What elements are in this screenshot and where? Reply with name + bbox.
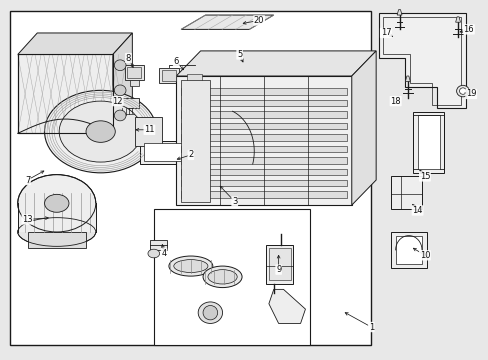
Text: 7: 7 <box>25 176 30 185</box>
Bar <box>150 240 167 250</box>
Text: 4: 4 <box>161 249 166 258</box>
Text: 15: 15 <box>419 172 429 181</box>
Polygon shape <box>455 17 460 22</box>
Bar <box>181 157 346 163</box>
Text: 18: 18 <box>389 96 400 105</box>
Bar <box>120 98 139 108</box>
Ellipse shape <box>18 218 96 246</box>
Text: 14: 14 <box>411 206 422 215</box>
Bar <box>27 232 86 248</box>
Polygon shape <box>268 289 305 323</box>
Polygon shape <box>176 51 375 76</box>
Bar <box>390 232 427 268</box>
Bar <box>181 80 210 202</box>
Ellipse shape <box>148 249 159 258</box>
Bar <box>18 54 113 134</box>
Bar <box>181 192 346 198</box>
Ellipse shape <box>207 270 237 284</box>
Bar <box>181 111 346 118</box>
Text: 10: 10 <box>419 251 429 260</box>
Bar <box>181 168 346 175</box>
Ellipse shape <box>203 266 242 288</box>
Bar <box>18 54 113 134</box>
Bar <box>140 140 188 164</box>
Ellipse shape <box>86 121 115 142</box>
Bar <box>127 67 141 78</box>
Text: 1: 1 <box>368 323 373 332</box>
Bar <box>412 112 444 173</box>
Bar <box>390 176 422 209</box>
Ellipse shape <box>168 256 212 276</box>
Bar <box>18 203 96 232</box>
Bar <box>187 74 202 86</box>
Bar <box>10 12 370 345</box>
Text: 9: 9 <box>275 265 281 274</box>
Polygon shape <box>396 10 401 15</box>
Bar <box>143 143 184 161</box>
Bar <box>125 65 143 80</box>
Bar <box>181 145 346 152</box>
Bar <box>181 134 346 140</box>
Bar <box>181 180 346 186</box>
Bar <box>181 100 346 106</box>
Ellipse shape <box>203 306 217 320</box>
Polygon shape <box>181 15 273 30</box>
Ellipse shape <box>114 110 126 121</box>
Text: 6: 6 <box>173 57 179 66</box>
Bar <box>417 116 439 169</box>
Bar <box>130 80 139 86</box>
Bar <box>266 244 293 284</box>
Bar <box>159 68 178 83</box>
Ellipse shape <box>18 175 96 232</box>
Polygon shape <box>18 33 132 54</box>
Polygon shape <box>378 13 466 108</box>
Text: 13: 13 <box>22 215 33 224</box>
Text: 12: 12 <box>112 96 122 105</box>
Ellipse shape <box>44 90 157 173</box>
Text: 2: 2 <box>188 150 193 159</box>
Ellipse shape <box>456 85 468 97</box>
Text: 3: 3 <box>232 197 237 206</box>
Text: 16: 16 <box>463 25 473 34</box>
Text: 19: 19 <box>465 89 475 98</box>
Bar <box>184 72 204 87</box>
Bar <box>268 248 290 280</box>
Polygon shape <box>113 33 132 134</box>
Text: 5: 5 <box>237 50 242 59</box>
Bar <box>181 88 346 95</box>
Ellipse shape <box>459 88 466 94</box>
Text: 8: 8 <box>125 54 131 63</box>
Ellipse shape <box>114 85 126 96</box>
Bar <box>135 117 161 146</box>
Ellipse shape <box>173 260 207 273</box>
Ellipse shape <box>198 302 222 323</box>
Bar <box>161 70 176 81</box>
Bar <box>395 235 422 264</box>
Text: 17: 17 <box>380 28 390 37</box>
Ellipse shape <box>114 60 126 71</box>
Bar <box>176 76 351 205</box>
Bar <box>154 209 310 345</box>
Ellipse shape <box>59 101 142 162</box>
Text: 20: 20 <box>253 16 264 25</box>
Polygon shape <box>405 76 409 81</box>
Ellipse shape <box>44 194 69 212</box>
Text: 11: 11 <box>144 125 154 134</box>
Polygon shape <box>351 51 375 205</box>
Bar <box>181 123 346 129</box>
